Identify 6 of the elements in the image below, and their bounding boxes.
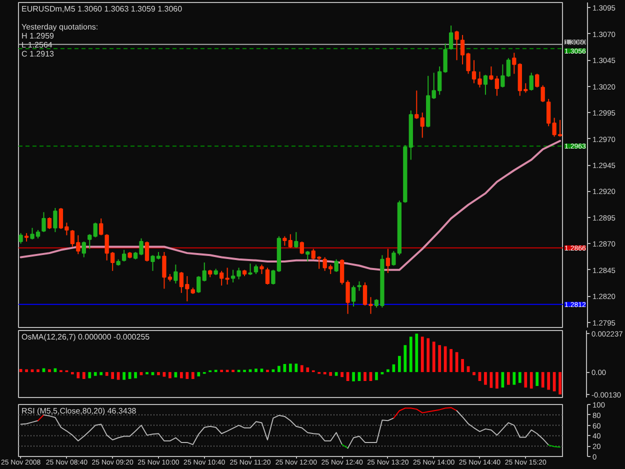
- chart-title: OsMA(12,26,7) 0.000000 -0.000255: [22, 332, 150, 342]
- chart-title: EURUSDm,M5 1.3060 1.3063 1.3059 1.3060: [22, 4, 183, 14]
- chart-title: RSI (M5,5,Close,80,20) 46.3438: [22, 406, 137, 416]
- annotation: C 1.2913: [22, 50, 55, 58]
- annotation: Yesterday quotations:: [22, 22, 98, 32]
- annotation: H 1.2959: [22, 32, 55, 40]
